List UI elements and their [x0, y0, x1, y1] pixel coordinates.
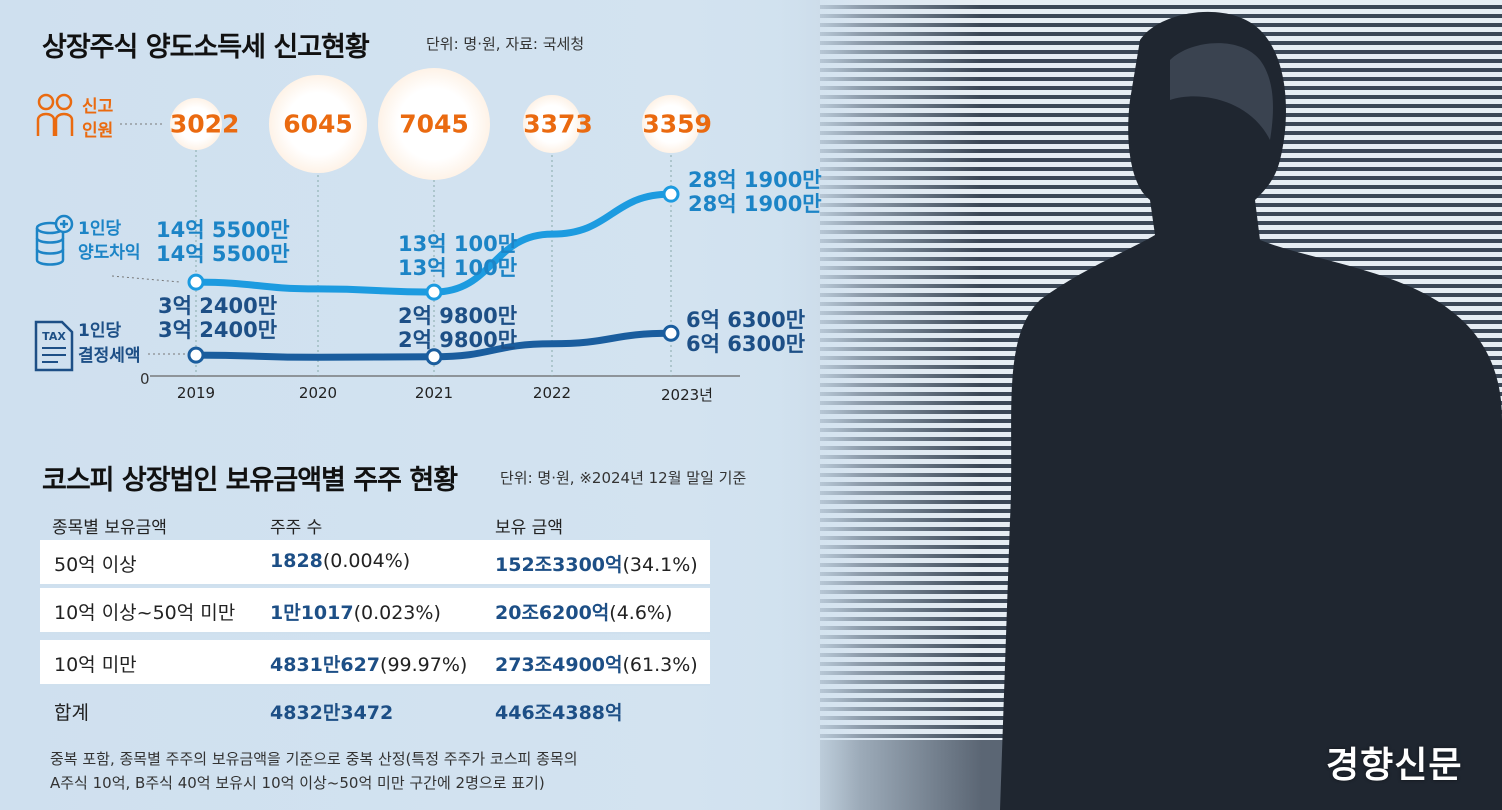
people-bubble-label: 3359: [642, 109, 712, 139]
amount-value: 446조4388억: [495, 702, 623, 724]
tax-value-label: 3억 2400만: [158, 294, 278, 318]
legend-gain-line2: 양도차익: [78, 243, 141, 263]
holders-value: 1만1017: [270, 602, 354, 624]
holders-value: 4832만3472: [270, 702, 394, 724]
people-bubble: 6045: [269, 75, 367, 173]
chart-unit-note: 단위: 명·원, 자료: 국세청: [426, 35, 585, 53]
cell-range: 50억 이상: [54, 554, 137, 576]
legend-tax-line1: 1인당: [78, 321, 122, 341]
gain-value-label: 13억 100만: [398, 232, 518, 256]
amount-value: 20조6200억: [495, 602, 610, 624]
holders-value: 4831만627: [270, 654, 381, 676]
series-line-gain: [192, 190, 675, 296]
tax-value-label: 2억 9800만: [398, 304, 518, 328]
cell-holders: 1828(0.004%): [270, 550, 410, 572]
publisher-logo: 경향신문: [1326, 745, 1463, 786]
holders-pct: (99.97%): [380, 654, 468, 676]
legend-tax-line2: 결정세액: [78, 346, 141, 366]
amount-pct: (61.3%): [622, 654, 698, 676]
tax-document-icon: TAX: [34, 320, 74, 372]
footnote-line2: A주식 10억, B주식 40억 보유시 10억 이상~50억 미만 구간에 2…: [50, 774, 545, 792]
people-bubble-label: 3022: [169, 109, 240, 139]
gain-point: [425, 283, 443, 301]
gain-value-label: 13억 100만: [398, 256, 518, 280]
legend-leader-gain: [111, 275, 181, 283]
tax-value-label: 6억 6300만: [686, 308, 806, 332]
amount-value: 152조3300억: [495, 554, 623, 576]
footnote-line1: 중복 포함, 종목별 주주의 보유금액을 기준으로 중복 산정(특정 주주가 코…: [50, 750, 578, 768]
tax-value-label: 6억 6300만: [686, 332, 806, 356]
photo-fade: [780, 0, 1500, 810]
people-bubble: 3022: [169, 97, 240, 151]
x-tick-label: 2019: [176, 384, 216, 402]
people-bubble: 7045: [378, 68, 490, 180]
cell-holders: 4831만627(99.97%): [270, 650, 467, 677]
line-chart: [111, 123, 740, 377]
table-row: 합계 4832만3472 446조4388억: [40, 688, 710, 732]
holders-value: 1828: [270, 550, 323, 572]
legend-people-line2: 인원: [82, 121, 114, 141]
legend-people-line1: 신고: [82, 97, 114, 117]
people-bubble: 3359: [642, 95, 712, 153]
y-zero-label: 0: [140, 370, 150, 388]
legend-gain-line1: 1인당: [78, 219, 122, 239]
table-row: 10억 이상~50억 미만 1만1017(0.023%) 20조6200억(4.6%…: [40, 588, 710, 634]
column-header-holders: 주주 수: [270, 518, 323, 538]
cell-range: 합계: [54, 702, 89, 724]
amount-value: 273조4900억: [495, 654, 623, 676]
column-header-amount: 보유 금액: [495, 518, 563, 538]
cell-amount: 20조6200억(4.6%): [495, 598, 672, 625]
cell-amount: 152조3300억(34.1%): [495, 550, 698, 577]
tax-icon-text: TAX: [42, 330, 66, 343]
people-bubble-label: 3373: [523, 109, 593, 139]
x-tick-label: 2020: [298, 384, 338, 402]
table-title: 코스피 상장법인 보유금액별 주주 현황: [42, 465, 458, 496]
people-icon: [36, 93, 74, 136]
gain-value-label: 14억 5500만: [156, 218, 290, 242]
amount-pct: (34.1%): [622, 554, 698, 576]
tax-point: [425, 348, 443, 366]
column-header-range: 종목별 보유금액: [52, 518, 167, 538]
people-bubble-label: 7045: [399, 109, 469, 139]
amount-pct: (4.6%): [609, 602, 673, 624]
coins-icon: [35, 214, 74, 266]
tax-point: [662, 324, 680, 342]
tax-value-label: 3억 2400만: [158, 318, 278, 342]
table-row: 10억 미만 4831만627(99.97%) 273조4900억(61.3%): [40, 640, 710, 686]
cell-amount: 273조4900억(61.3%): [495, 650, 698, 677]
gain-value-label: 28억 1900만: [688, 168, 822, 192]
chart-title: 상장주식 양도소득세 신고현황: [42, 32, 370, 63]
table-unit-note: 단위: 명·원, ※2024년 12월 말일 기준: [500, 469, 747, 487]
people-bubble-label: 6045: [283, 109, 353, 139]
cell-holders: 4832만3472: [270, 698, 393, 725]
x-tick-label: 2021: [414, 384, 454, 402]
gain-value-label: 14억 5500만: [156, 242, 290, 266]
people-bubble: 3373: [523, 95, 593, 153]
tax-value-label: 2억 9800만: [398, 328, 518, 352]
gain-point: [662, 185, 680, 203]
cell-amount: 446조4388억: [495, 698, 623, 725]
table-row: 50억 이상 1828(0.004%) 152조3300억(34.1%): [40, 540, 710, 586]
gain-point: [187, 273, 205, 291]
cell-range: 10억 이상~50억 미만: [54, 602, 236, 624]
cell-range: 10억 미만: [54, 654, 137, 676]
x-tick-label: 2022: [532, 384, 572, 402]
photo: [780, 0, 1502, 810]
tax-point: [187, 346, 205, 364]
holders-pct: (0.004%): [322, 550, 411, 572]
holders-pct: (0.023%): [353, 602, 441, 624]
gain-value-label: 28억 1900만: [688, 192, 822, 216]
cell-holders: 1만1017(0.023%): [270, 598, 441, 625]
x-tick-label: 2023년: [661, 386, 713, 404]
